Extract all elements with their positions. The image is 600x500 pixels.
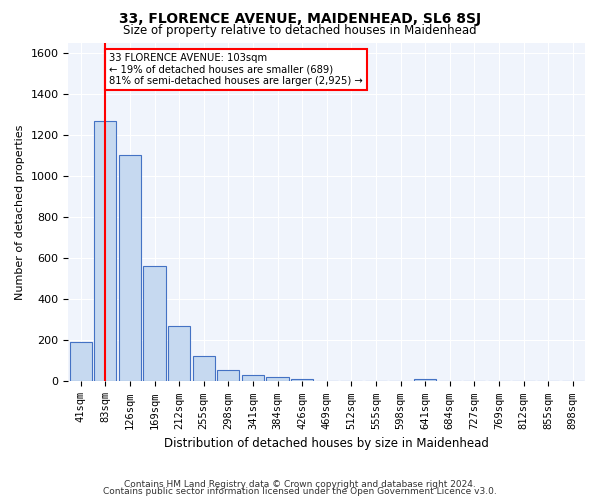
Text: Contains public sector information licensed under the Open Government Licence v3: Contains public sector information licen…	[103, 488, 497, 496]
Y-axis label: Number of detached properties: Number of detached properties	[15, 124, 25, 300]
X-axis label: Distribution of detached houses by size in Maidenhead: Distribution of detached houses by size …	[164, 437, 489, 450]
Bar	[94, 120, 116, 382]
Text: 33, FLORENCE AVENUE, MAIDENHEAD, SL6 8SJ: 33, FLORENCE AVENUE, MAIDENHEAD, SL6 8SJ	[119, 12, 481, 26]
Bar	[266, 378, 289, 382]
Bar	[168, 326, 190, 382]
Bar	[70, 342, 92, 382]
Text: 33 FLORENCE AVENUE: 103sqm
← 19% of detached houses are smaller (689)
81% of sem: 33 FLORENCE AVENUE: 103sqm ← 19% of deta…	[109, 52, 363, 86]
Bar	[242, 376, 264, 382]
Bar	[143, 266, 166, 382]
Bar	[414, 380, 436, 382]
Text: Contains HM Land Registry data © Crown copyright and database right 2024.: Contains HM Land Registry data © Crown c…	[124, 480, 476, 489]
Bar	[291, 380, 313, 382]
Bar	[193, 356, 215, 382]
Bar	[217, 370, 239, 382]
Text: Size of property relative to detached houses in Maidenhead: Size of property relative to detached ho…	[123, 24, 477, 37]
Bar	[119, 156, 141, 382]
